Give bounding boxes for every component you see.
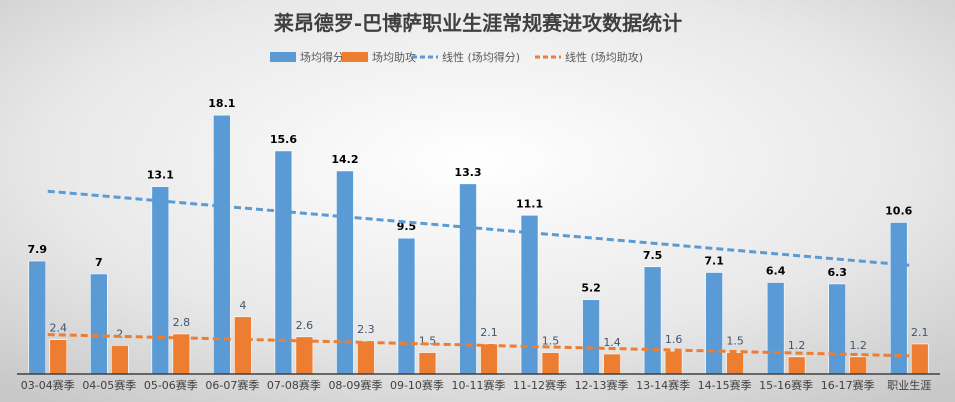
- bar-assists: [172, 333, 191, 375]
- bar-assists: [603, 353, 621, 375]
- bar-points: [828, 283, 847, 375]
- x-tick-label: 11-12赛季: [513, 378, 567, 392]
- data-label-assists: 1.4: [603, 336, 621, 349]
- legend-label: 线性 (场均得分): [442, 50, 520, 64]
- bar-points: [889, 222, 908, 375]
- data-label-assists: 1.2: [849, 339, 867, 352]
- chart-title: 莱昂德罗-巴博萨职业生涯常规赛进攻数据统计: [274, 11, 682, 35]
- legend-label: 场均助攻: [372, 50, 416, 64]
- bar-assists: [480, 343, 498, 375]
- bar-points: [766, 282, 785, 375]
- bar-assists: [111, 345, 129, 375]
- x-axis-labels: 03-04赛季 04-05赛季 05-06赛季 06-07赛季 07-08赛季 08-09…: [21, 378, 931, 392]
- bar-assists: [49, 339, 68, 375]
- bar-points: [643, 266, 662, 375]
- bar-points: [213, 114, 231, 375]
- bar-assists: [726, 352, 744, 375]
- trendlines: [47, 189, 910, 358]
- x-tick-label: 职业生涯: [887, 378, 931, 392]
- bar-assists: [418, 352, 437, 375]
- x-tick-label: 08-09赛季: [328, 378, 382, 392]
- data-label-points: 5.2: [581, 282, 601, 295]
- legend-label: 场均得分: [300, 50, 344, 64]
- data-label-points: 6.4: [766, 264, 786, 277]
- legend: 场均得分 场均助攻 线性 (场均得分) 线性 (场均助攻): [270, 50, 643, 64]
- legend-swatch: [342, 52, 368, 62]
- bar-assists: [787, 356, 806, 375]
- data-label-points: 11.1: [516, 197, 543, 210]
- legend-label: 线性 (场均助攻): [565, 50, 643, 64]
- bar-points: [705, 272, 723, 375]
- bar-assists: [541, 352, 560, 375]
- x-tick-label: 03-04赛季: [21, 378, 75, 392]
- data-label-assists: 2.1: [911, 326, 929, 339]
- bar-assists: [849, 356, 868, 375]
- bar-assists: [664, 350, 683, 375]
- data-label-assists: 2.3: [357, 323, 375, 336]
- x-tick-label: 04-05赛季: [82, 378, 136, 392]
- data-label-points: 7.9: [28, 243, 48, 256]
- data-label-assists: 2: [116, 327, 123, 340]
- bar-points: [397, 237, 416, 375]
- data-label-assists: 1.5: [542, 335, 560, 348]
- x-tick-label: 05-06赛季: [144, 378, 198, 392]
- data-label-points: 6.3: [827, 266, 847, 279]
- x-tick-label: 12-13赛季: [575, 378, 629, 392]
- bar-points: [28, 260, 47, 375]
- data-label-points: 7: [95, 256, 103, 269]
- x-tick-label: 14-15赛季: [698, 378, 752, 392]
- data-label-assists: 1.2: [788, 339, 806, 352]
- data-label-assists: 2.4: [50, 322, 68, 335]
- data-label-points: 15.6: [270, 133, 297, 146]
- x-tick-label: 13-14赛季: [636, 378, 690, 392]
- data-label-points: 13.1: [147, 169, 174, 182]
- bar-points: [90, 273, 108, 375]
- bars: 7.92.47213.12.818.1415.62.614.22.39.51.5…: [28, 97, 929, 375]
- x-tick-label: 09-10赛季: [390, 378, 444, 392]
- legend-swatch: [270, 52, 296, 62]
- x-tick-label: 07-08赛季: [267, 378, 321, 392]
- data-label-assists: 2.1: [480, 326, 498, 339]
- bar-assists: [910, 343, 929, 375]
- data-label-points: 7.5: [643, 249, 663, 262]
- bar-assists: [357, 340, 375, 375]
- bar-points: [520, 214, 539, 375]
- data-label-assists: 1.5: [726, 335, 744, 348]
- x-tick-label: 10-11赛季: [452, 378, 506, 392]
- data-label-points: 13.3: [454, 166, 481, 179]
- data-label-assists: 4: [239, 299, 246, 312]
- x-tick-label: 06-07赛季: [205, 378, 259, 392]
- bar-assists: [234, 316, 252, 375]
- data-label-assists: 2.6: [296, 319, 314, 332]
- x-tick-label: 15-16赛季: [759, 378, 813, 392]
- data-label-points: 14.2: [331, 153, 358, 166]
- x-tick-label: 16-17赛季: [821, 378, 875, 392]
- trendline-points: [47, 189, 910, 267]
- data-label-points: 18.1: [208, 97, 235, 110]
- data-label-assists: 1.6: [665, 333, 683, 346]
- data-label-points: 10.6: [885, 204, 912, 217]
- trendline-assists: [47, 333, 910, 358]
- bar-points: [151, 186, 170, 375]
- bar-points: [582, 299, 600, 375]
- data-label-assists: 2.8: [173, 316, 191, 329]
- data-label-points: 7.1: [704, 254, 724, 267]
